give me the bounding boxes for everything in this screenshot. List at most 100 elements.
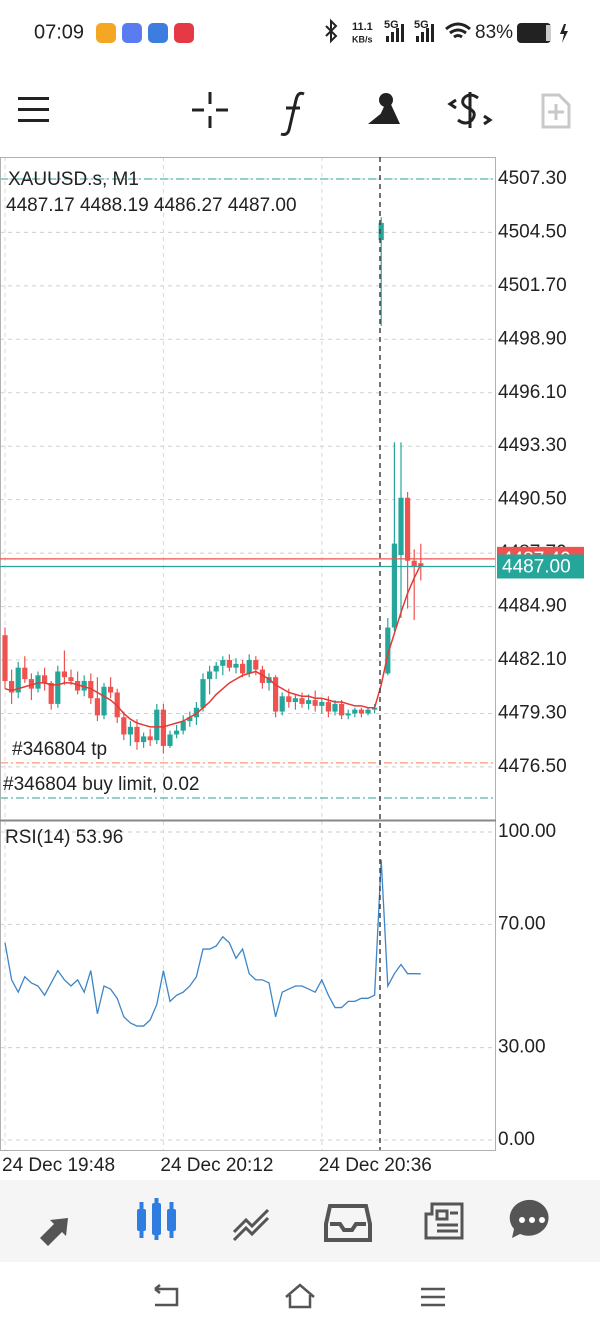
ohlc-readout: 4487.17 4488.19 4486.27 4487.00 bbox=[6, 195, 297, 216]
chat-tab[interactable] bbox=[509, 1199, 549, 1238]
back-button[interactable] bbox=[154, 1284, 179, 1307]
indicators-button[interactable] bbox=[280, 91, 305, 136]
candle-body bbox=[88, 681, 94, 699]
net-speed: 11.1 bbox=[352, 21, 373, 33]
candle-body bbox=[398, 497, 404, 556]
y-tick-label: 4479.30 bbox=[498, 702, 567, 723]
candle-body bbox=[75, 681, 81, 691]
y-tick-label: 4482.10 bbox=[498, 649, 567, 670]
y-tick-label: 4493.30 bbox=[498, 435, 567, 456]
chart-frame bbox=[0, 157, 496, 1151]
y-tick-label: 4501.70 bbox=[498, 275, 567, 296]
y-tick-label: 4496.10 bbox=[498, 382, 567, 403]
x-tick-label: 24 Dec 19:48 bbox=[2, 1155, 115, 1176]
signal-label: 5G bbox=[414, 19, 429, 31]
y-tick-label: 30.00 bbox=[498, 1037, 546, 1058]
candle-body bbox=[365, 709, 371, 714]
candle-body bbox=[213, 665, 219, 672]
x-tick-label: 24 Dec 20:12 bbox=[160, 1155, 273, 1176]
candle-body bbox=[207, 671, 213, 680]
candle-body bbox=[141, 736, 147, 743]
y-tick-label: 4507.30 bbox=[498, 168, 567, 189]
bid-label-box bbox=[497, 554, 584, 579]
crosshair-button[interactable] bbox=[192, 92, 228, 128]
candle-body bbox=[127, 726, 133, 735]
candle-body bbox=[81, 681, 87, 691]
candle-body bbox=[345, 713, 351, 716]
level-label: #346804 tp bbox=[12, 739, 107, 760]
candle-body bbox=[332, 703, 338, 712]
battery-icon bbox=[517, 23, 568, 43]
y-tick-label: 4484.90 bbox=[498, 596, 567, 617]
candle-body bbox=[259, 669, 265, 683]
wifi-icon bbox=[445, 22, 471, 39]
candle-body bbox=[147, 736, 153, 741]
signal-bars bbox=[386, 24, 404, 42]
net-unit: KB/s bbox=[352, 34, 373, 44]
menu-button[interactable] bbox=[18, 97, 49, 122]
candle-body bbox=[352, 709, 358, 714]
candle-body bbox=[22, 667, 28, 680]
candle-body bbox=[121, 717, 127, 735]
candle-body bbox=[226, 660, 232, 668]
candle-body bbox=[94, 698, 100, 716]
level-label: #346804 buy limit, 0.02 bbox=[3, 774, 199, 795]
history-tab[interactable] bbox=[324, 1204, 372, 1242]
candle-body bbox=[174, 730, 180, 735]
candle-body bbox=[167, 734, 173, 746]
candle-body bbox=[200, 679, 206, 708]
candle-body bbox=[28, 679, 34, 689]
candle-body bbox=[42, 675, 48, 683]
x-tick-label: 24 Dec 20:36 bbox=[319, 1155, 432, 1176]
candle-body bbox=[319, 702, 325, 706]
candle-body bbox=[405, 497, 411, 561]
candle-body bbox=[385, 627, 391, 674]
candle-body bbox=[108, 686, 114, 693]
candle-body bbox=[187, 717, 193, 722]
candle-body bbox=[48, 682, 54, 704]
candle-body bbox=[299, 698, 305, 704]
symbol-button[interactable] bbox=[447, 92, 493, 128]
y-tick-label: 100.00 bbox=[498, 821, 556, 842]
candle-body bbox=[180, 721, 186, 731]
candle-body bbox=[391, 543, 397, 628]
candle-body bbox=[2, 635, 8, 682]
candle-body bbox=[233, 663, 239, 668]
tab-bar bbox=[0, 1180, 600, 1262]
rsi-line bbox=[4, 859, 421, 1027]
y-tick-label: 4490.50 bbox=[498, 489, 567, 510]
home-button[interactable] bbox=[285, 1283, 315, 1309]
candle-body bbox=[378, 222, 384, 241]
candle-body bbox=[279, 696, 285, 712]
candle-body bbox=[339, 703, 345, 716]
y-tick-label: 4476.50 bbox=[498, 756, 567, 777]
candle-body bbox=[68, 677, 74, 682]
candle-body bbox=[372, 707, 378, 710]
candle-body bbox=[154, 709, 160, 741]
recents-button[interactable] bbox=[421, 1287, 445, 1307]
y-tick-label: 4504.50 bbox=[498, 221, 567, 242]
candle-body bbox=[292, 698, 298, 703]
candle-body bbox=[306, 700, 312, 704]
y-tick-label: 0.00 bbox=[498, 1129, 535, 1150]
candle-body bbox=[220, 660, 226, 666]
candle-body bbox=[15, 667, 21, 693]
new-order-button[interactable] bbox=[541, 93, 571, 129]
trade-tab[interactable] bbox=[232, 1208, 270, 1242]
signal-bars bbox=[416, 24, 434, 42]
news-tab[interactable] bbox=[424, 1202, 464, 1240]
bluetooth-icon bbox=[325, 18, 338, 44]
quotes-tab[interactable] bbox=[40, 1218, 68, 1246]
candle-body bbox=[312, 700, 318, 706]
candle-body bbox=[61, 671, 67, 678]
notification-icons bbox=[96, 23, 194, 43]
candle-body bbox=[358, 709, 364, 714]
battery-level: 83% bbox=[475, 22, 513, 43]
chart-tab[interactable] bbox=[137, 1198, 176, 1240]
plot-layer bbox=[0, 157, 495, 1150]
candle-body bbox=[286, 696, 292, 703]
objects-button[interactable] bbox=[368, 93, 400, 124]
signal-label: 5G bbox=[384, 19, 399, 31]
candle-body bbox=[246, 660, 252, 674]
